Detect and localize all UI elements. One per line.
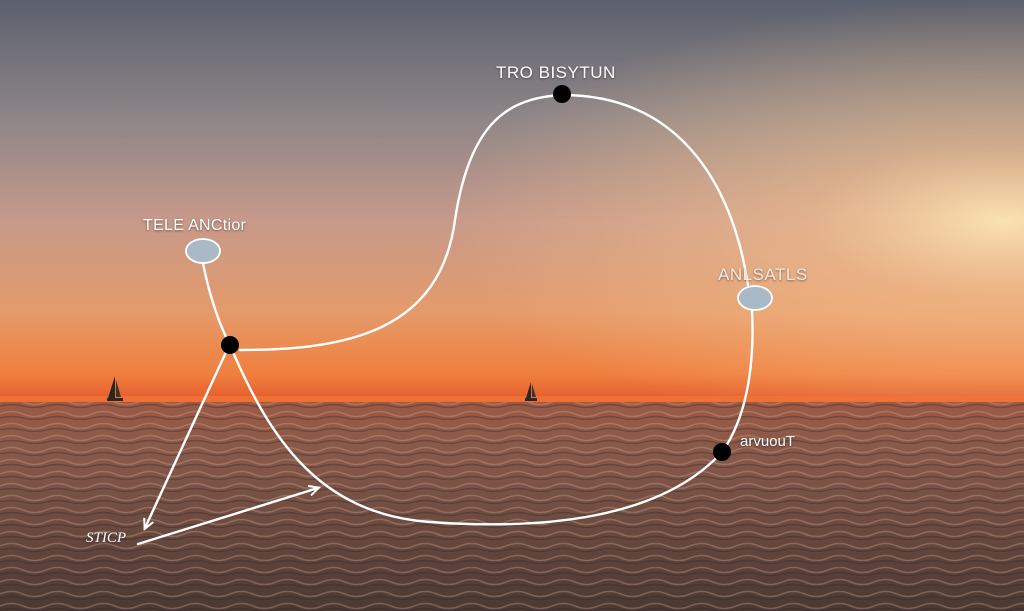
sailboat-center [525,382,537,401]
arrow-hub-to-start [145,348,229,528]
anchor-oval-node [185,238,221,264]
label-top-node: TRO BISYTUN [496,63,616,82]
arrow-start-to-right [136,488,318,546]
top-node [553,85,571,103]
right-oval-node [737,285,773,311]
hub-node [221,336,239,354]
label-lower-right-node: arvuouT [740,433,796,450]
sailboat-left [107,376,123,401]
path-top-to-right [560,93,750,287]
sea-waves [0,402,1024,611]
path-hub-to-top [238,93,564,352]
lower-right-node [713,443,731,461]
sun-glow [0,0,1024,402]
label-right-node: ANLSATLS [718,265,808,284]
path-lower-to-hub [228,343,724,526]
label-start: STICP [86,530,127,546]
route-lines [136,93,754,546]
path-right-to-lower [720,309,754,454]
horizon-line [0,396,1024,404]
label-anchor-node: TELE ANCtior [143,217,247,234]
